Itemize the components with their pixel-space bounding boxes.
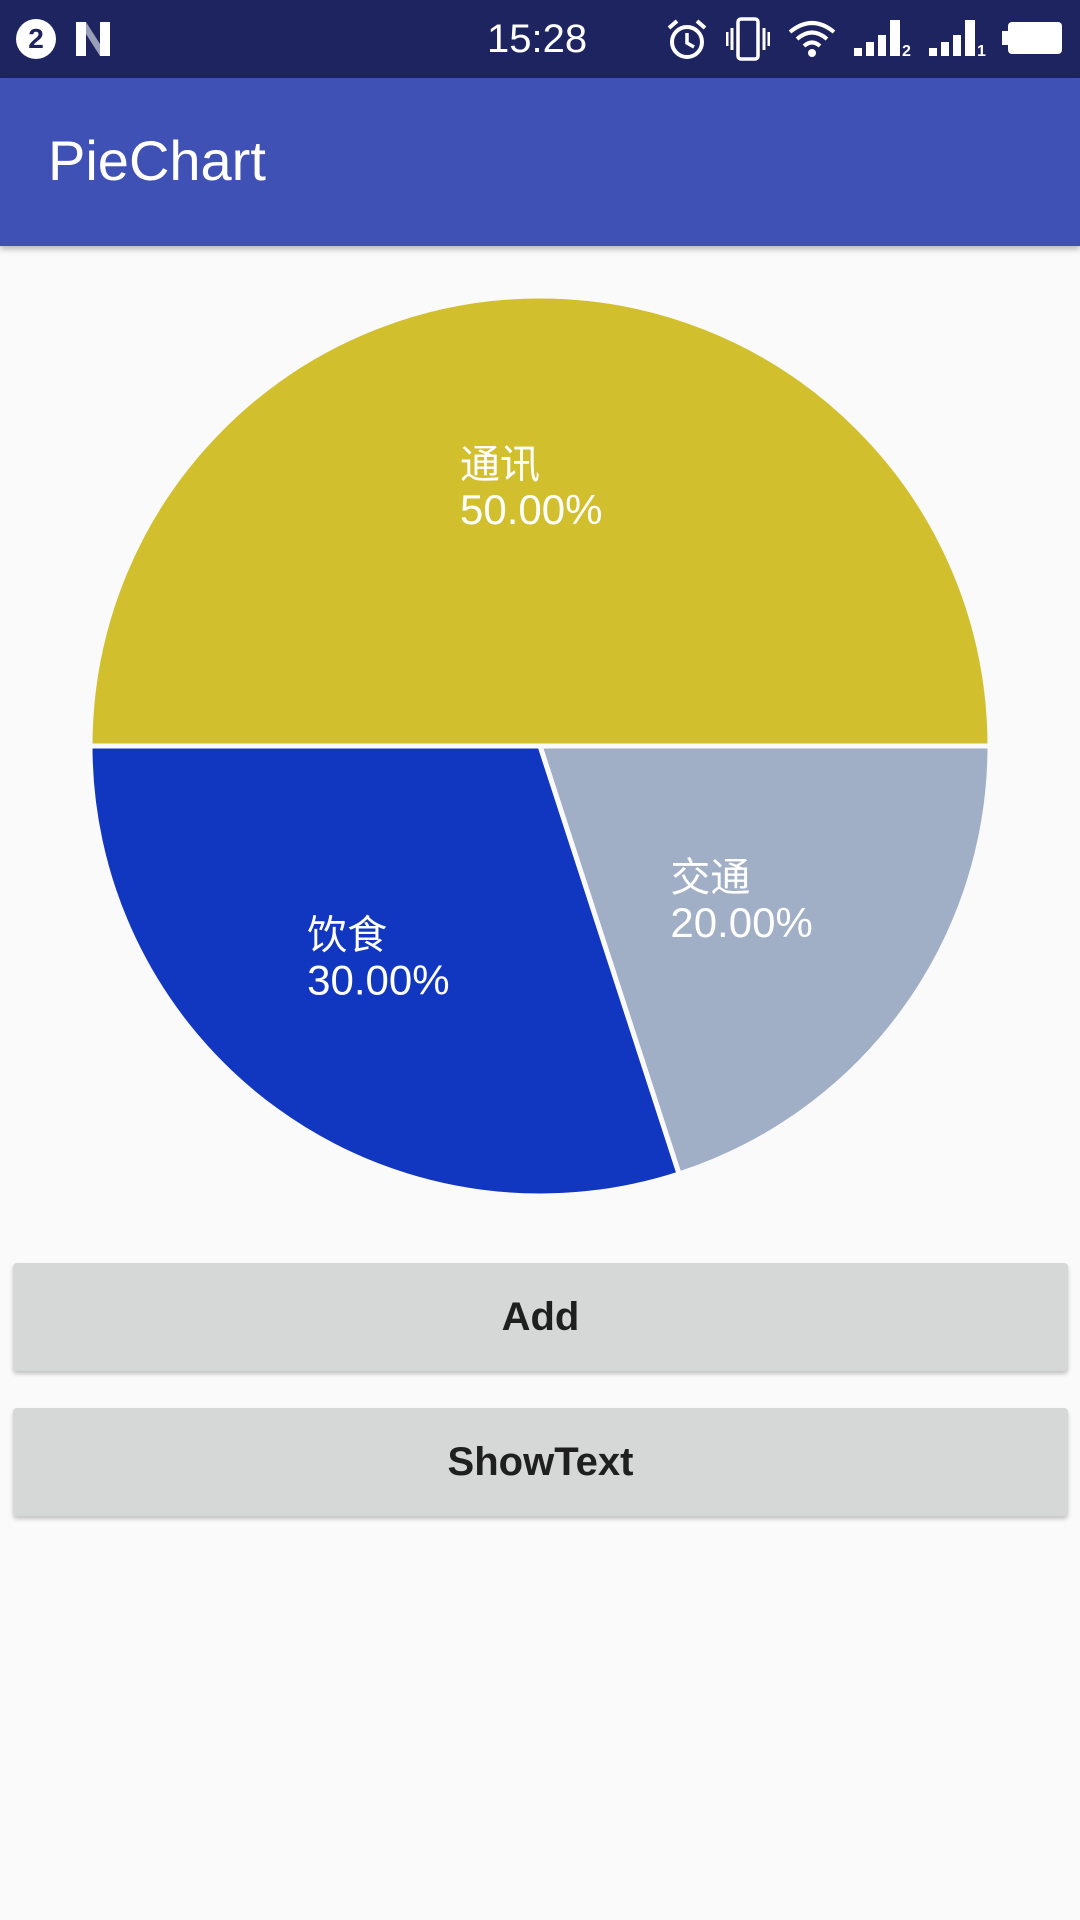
pie-slice-percent-2: 20.00%: [670, 899, 812, 946]
signal-sim1-icon: 1: [929, 20, 986, 58]
signal-sim2-icon: 2: [854, 20, 911, 58]
app-title: PieChart: [48, 129, 266, 192]
app-bar: PieChart: [0, 78, 1080, 246]
pie-slice-1: [87, 293, 993, 749]
show-text-button[interactable]: ShowText: [13, 1408, 1068, 1516]
pie-slice-label-1: 通讯: [460, 442, 540, 488]
pie-slice-label-2: 交通: [670, 855, 750, 901]
status-bar: 2 15:28 2 1: [0, 0, 1080, 78]
sim2-label: 2: [902, 43, 911, 58]
pie-slice-2: [536, 743, 993, 1178]
sim1-label: 1: [977, 43, 986, 58]
battery-icon: [1002, 22, 1062, 54]
vibrate-icon: [726, 17, 770, 61]
add-button[interactable]: Add: [13, 1263, 1068, 1371]
pie-slice-percent-1: 50.00%: [460, 486, 602, 533]
pie-slice-label-3: 饮食: [307, 912, 387, 958]
pie-slice-percent-3: 30.00%: [307, 956, 449, 1003]
pie-chart: 通讯 50.00% 交通 20.00% 饮食 30.00%: [80, 286, 1000, 1206]
notification-badge: 2: [16, 19, 56, 59]
alarm-icon: [667, 19, 707, 59]
n-logo-icon: [76, 22, 110, 56]
wifi-icon: [788, 21, 836, 57]
status-clock: 15:28: [487, 17, 588, 61]
pie-slice-3: [87, 743, 683, 1199]
